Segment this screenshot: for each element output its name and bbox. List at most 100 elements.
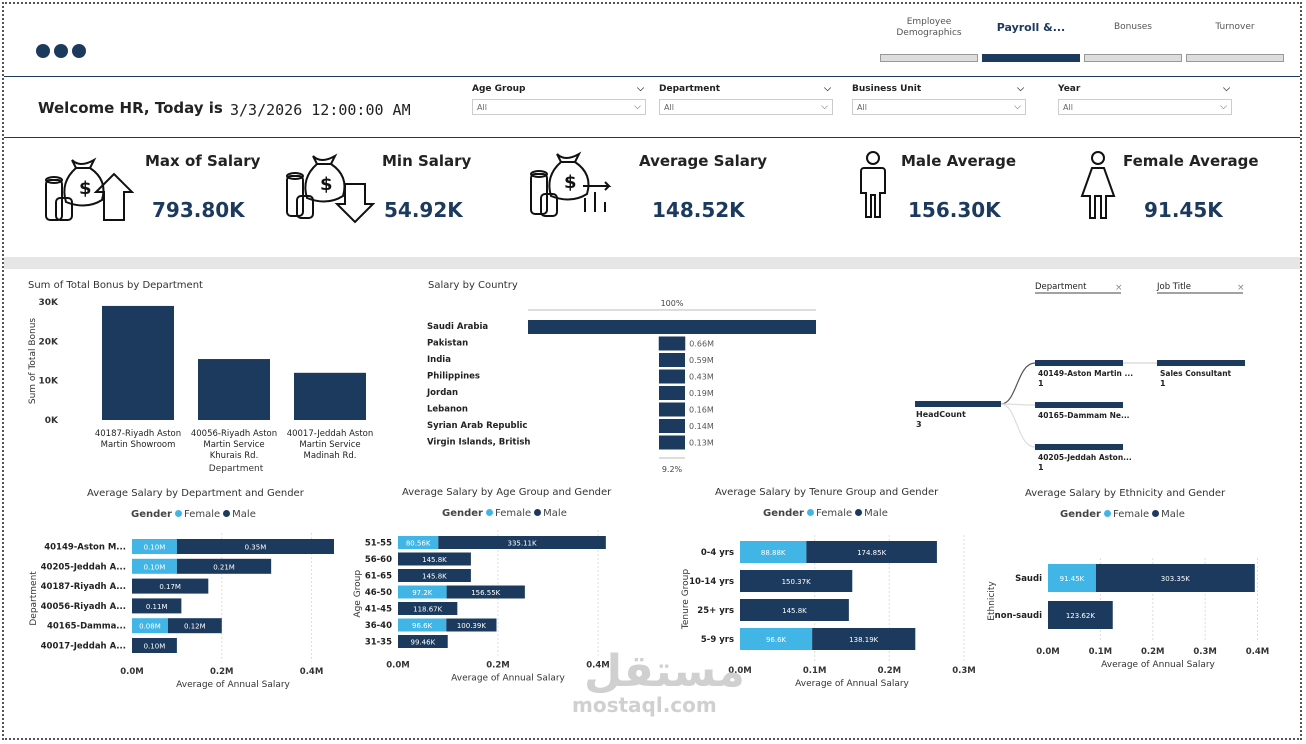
chevron-down-icon[interactable]: ⌵ (1017, 84, 1024, 94)
filter-label: Year (1058, 84, 1081, 94)
legend-item: Female (183, 509, 221, 520)
data-label: 0.35M (245, 544, 267, 552)
data-label: 0.13M (689, 439, 714, 448)
tab-bonuses[interactable]: Bonuses (1113, 22, 1152, 33)
x-tick-label: Martin Showroom (101, 440, 176, 450)
salary-by-country-chart: 100% Saudi Arabia Pakistan 0.66M India 0.59M P… (426, 299, 816, 474)
legend-title: Gender (131, 509, 172, 520)
selected-value: All (664, 102, 674, 112)
divider (4, 76, 1300, 77)
data-label: 0.12M (184, 623, 206, 631)
legend-swatch (1103, 510, 1111, 517)
tab-bar-payroll[interactable] (982, 54, 1080, 62)
chart-title: Salary by Country (428, 280, 518, 291)
category-label: Syrian Arab Republic (427, 421, 527, 431)
y-tick-label: 36-40 (365, 621, 392, 631)
money-bag-down-icon: $ (286, 153, 375, 224)
data-label: 145.8K (422, 573, 447, 581)
tab-bar-bonuses[interactable] (1084, 54, 1182, 62)
chevron-down-icon[interactable]: ⌵ (637, 84, 644, 94)
data-label: 0.11M (146, 603, 168, 611)
bar-segment (812, 628, 916, 650)
bar (294, 372, 366, 420)
y-tick-label: 40165-Damma... (47, 622, 126, 632)
bar-segment (740, 541, 807, 563)
bar-segment (398, 602, 458, 615)
year-select[interactable]: All ⌵ (1058, 99, 1232, 115)
data-label: 0.17M (159, 583, 181, 591)
root-node-bar (915, 401, 1001, 407)
tab-turnover[interactable]: Turnover (1215, 22, 1255, 33)
category-label: Philippines (427, 372, 480, 382)
selected-value: All (857, 102, 867, 112)
x-tick-label: 0.4M (1246, 647, 1270, 657)
tab-bar-turnover[interactable] (1186, 54, 1284, 62)
bar-segment (740, 628, 813, 650)
chevron-down-icon[interactable]: ⌵ (1223, 84, 1230, 94)
funnel-bottom-label: 9.2% (662, 465, 683, 474)
x-axis-label: Average of Annual Salary (176, 680, 290, 690)
tree-link (1000, 403, 1036, 406)
y-tick-label: 20K (39, 337, 60, 347)
y-tick-label: 5-9 yrs (701, 635, 734, 645)
tab-payroll[interactable]: Payroll &... (996, 21, 1066, 35)
department-node-value: 1 (1038, 379, 1044, 388)
x-tick-label: 40056-Riyadh Aston (191, 429, 277, 439)
y-tick-label: Saudi (1015, 574, 1042, 584)
bar-segment (398, 569, 471, 582)
current-datetime: 3/3/2026 12:00:00 AM (230, 101, 411, 119)
data-label: 150.37K (782, 578, 811, 586)
chart-title: Average Salary by Tenure Group and Gende… (715, 487, 939, 498)
x-tick-label: 0.2M (486, 661, 510, 671)
legend-swatch (1152, 510, 1160, 517)
data-label: 0.10M (144, 544, 166, 552)
department-select[interactable]: All ⌵ (659, 99, 833, 115)
data-label: 0.21M (213, 563, 235, 571)
kpi-title: Average Salary (639, 152, 768, 170)
y-tick-label: 0-4 yrs (701, 548, 734, 558)
job-node-value: 1 (1160, 379, 1166, 388)
x-tick-label: Madinah Rd. (304, 451, 357, 461)
watermark: مستقل mostaql.com (572, 650, 745, 717)
x-tick-label: 0.2M (1141, 647, 1165, 657)
funnel-bar (659, 386, 685, 400)
x-tick-label: 0.2M (878, 666, 902, 676)
data-label: 145.8K (782, 607, 807, 615)
tab-employee-demographics[interactable]: Employee Demographics (896, 16, 962, 38)
chart-legend: Gender Female Male (1060, 509, 1185, 520)
filter-label: Business Unit (852, 84, 922, 94)
chart-legend: Gender Female Male (131, 509, 256, 520)
menu-dots-icon[interactable] (36, 44, 86, 58)
bar-segment (740, 599, 849, 621)
department-node-bar (1035, 444, 1123, 450)
bar-segment (1048, 601, 1113, 629)
y-tick-label: 56-60 (365, 555, 392, 565)
bar-segment (1095, 564, 1255, 592)
business-unit-select[interactable]: All ⌵ (852, 99, 1026, 115)
tab-bar-employee-demographics[interactable] (880, 54, 978, 62)
bar-segment (1048, 564, 1096, 592)
y-tick-label: 40056-Riyadh A... (41, 602, 126, 612)
tree-link (1000, 362, 1036, 405)
chevron-down-icon[interactable]: ⌵ (824, 84, 831, 94)
legend-swatch (534, 509, 542, 516)
root-node-label: HeadCount (916, 410, 966, 419)
bar-segment (806, 541, 937, 563)
category-label: Virgin Islands, British (427, 438, 530, 448)
male-person-icon (860, 151, 886, 218)
legend-item: Male (864, 508, 888, 519)
bar-segment (398, 552, 471, 566)
y-tick-label: 61-65 (365, 572, 392, 582)
data-label: 0.19M (689, 389, 714, 398)
age-group-select[interactable]: All ⌵ (472, 99, 646, 115)
chevron-down-icon: ⌵ (821, 102, 828, 112)
funnel-bar (658, 336, 686, 351)
data-label: 0.16M (689, 406, 714, 415)
chart-title: Sum of Total Bonus by Department (28, 280, 203, 291)
y-axis-label: Sum of Total Bonus (28, 318, 38, 405)
y-tick-label: 40017-Jeddah A... (41, 642, 126, 652)
y-axis-label: Age Group (353, 570, 363, 618)
job-node-label: Sales Consultant (1160, 369, 1232, 378)
y-tick-label: 51-55 (365, 539, 392, 549)
